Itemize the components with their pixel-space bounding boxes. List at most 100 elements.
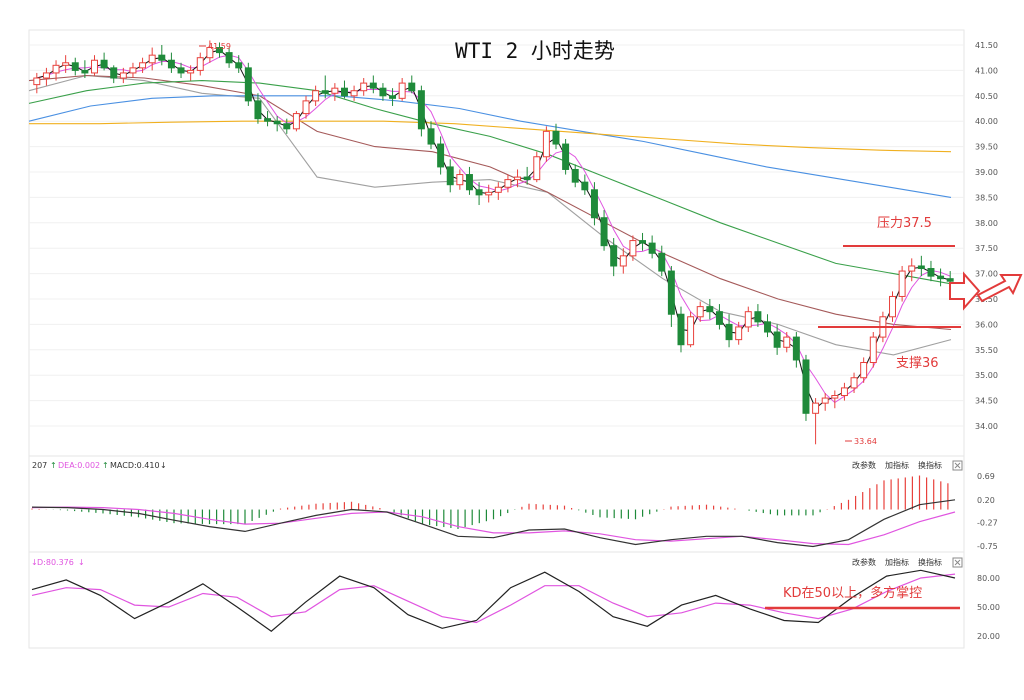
candle-body	[687, 316, 695, 346]
candle-down	[639, 232, 647, 251]
candle-down	[917, 255, 925, 277]
candle-up	[312, 85, 320, 106]
candle-up	[889, 291, 896, 322]
price-tick-label: 34.00	[975, 422, 998, 431]
candle-body	[408, 82, 416, 92]
candle-down	[764, 314, 771, 338]
candle-down	[264, 111, 272, 127]
candle-down	[667, 265, 675, 327]
candle-up	[52, 60, 60, 81]
price-tick-label: 39.50	[975, 143, 998, 152]
candle-body	[917, 265, 925, 270]
candle-up	[187, 65, 195, 81]
candle-body	[523, 176, 531, 181]
macd-edit-params-button[interactable]: 改参数	[852, 460, 876, 470]
candle-up	[119, 67, 127, 84]
price-tick-label: 38.00	[975, 219, 998, 228]
candle-up	[840, 382, 848, 401]
candle-down	[658, 245, 666, 277]
candle-down	[81, 60, 89, 79]
candle-body	[475, 189, 483, 196]
kd-switch-indicator-button[interactable]: 换指标	[918, 557, 942, 567]
price-tick-label: 37.00	[975, 270, 998, 279]
close-icon[interactable]	[952, 557, 963, 568]
price-gridlines	[29, 44, 964, 427]
candle-body	[754, 311, 762, 323]
candle-up	[42, 67, 50, 86]
candle-body	[658, 252, 666, 272]
macd-dif-line	[31, 499, 956, 548]
price-tick-label: 40.50	[975, 92, 998, 101]
candle-body	[456, 174, 464, 186]
candle-body	[533, 156, 541, 181]
candle-body	[937, 275, 945, 280]
ma20-line	[28, 74, 952, 356]
candle-body	[216, 47, 223, 54]
candle-body	[62, 62, 70, 66]
candle-down	[216, 42, 223, 58]
candle-down	[773, 324, 781, 355]
candle-body	[427, 128, 435, 145]
macd-switch-indicator-button[interactable]: 换指标	[918, 460, 942, 470]
candle-down	[571, 164, 579, 188]
price-tick-label: 35.00	[975, 371, 998, 380]
candle-body	[610, 245, 618, 267]
candle-body	[187, 69, 195, 74]
kd-edit-params-button[interactable]: 改参数	[852, 557, 876, 567]
candle-body	[485, 191, 493, 196]
candle-up	[494, 182, 502, 200]
candle-down	[446, 159, 454, 193]
candle-body	[350, 90, 358, 97]
candle-down	[792, 332, 800, 368]
candle-body	[889, 295, 896, 318]
candle-body	[321, 90, 329, 94]
macd-add-indicator-button[interactable]: 加指标	[885, 460, 909, 470]
candle-up	[629, 235, 637, 261]
candle-body	[744, 311, 752, 328]
up-arrow-icon: ↑	[102, 461, 109, 470]
candle-up	[860, 357, 868, 383]
candle-down	[408, 75, 416, 94]
macd-tick-label: 0.69	[977, 472, 995, 481]
kd-y-axis: 80.00 50.00 20.00	[977, 574, 1000, 641]
macd-y-axis: 0.69 0.20 -0.27 -0.75	[977, 472, 998, 551]
candle-down	[552, 123, 560, 150]
candle-body	[783, 336, 791, 348]
macd-header-prefix: 207	[32, 461, 47, 470]
candle-down	[100, 52, 108, 71]
candle-up	[456, 169, 464, 190]
candle-down	[600, 210, 608, 251]
candle-body	[437, 143, 445, 168]
price-tick-label: 35.50	[975, 346, 998, 355]
candle-body	[369, 82, 377, 89]
close-icon[interactable]	[952, 460, 963, 471]
ma60-line	[28, 80, 952, 285]
down-arrow-icon: ↓	[31, 558, 38, 567]
support-label: 支撑36	[896, 356, 939, 371]
kd-add-indicator-button[interactable]: 加指标	[885, 557, 909, 567]
candle-up	[302, 95, 310, 119]
candle-body	[33, 77, 41, 86]
candle-up	[869, 332, 877, 368]
up-arrow-icon: ↑	[50, 461, 57, 470]
candle-body	[600, 217, 608, 247]
candle-body	[100, 59, 108, 69]
candle-down	[283, 118, 291, 134]
candle-body	[773, 331, 781, 348]
ma30-line	[28, 74, 952, 331]
candle-body	[667, 270, 675, 315]
candle-body	[312, 90, 320, 102]
candle-down	[389, 88, 397, 106]
candle-up	[360, 78, 368, 96]
candle-up	[331, 83, 339, 101]
candle-body	[417, 90, 425, 130]
candle-down	[802, 354, 810, 421]
kd-header: ↓ D:80.376 ↓	[31, 558, 85, 567]
candle-body	[81, 69, 89, 74]
candle-body	[764, 321, 771, 333]
candle-up	[687, 311, 695, 348]
candle-body	[677, 313, 685, 346]
candle-up	[696, 301, 704, 322]
candle-up	[129, 62, 137, 79]
price-tick-label: 36.00	[975, 320, 998, 329]
